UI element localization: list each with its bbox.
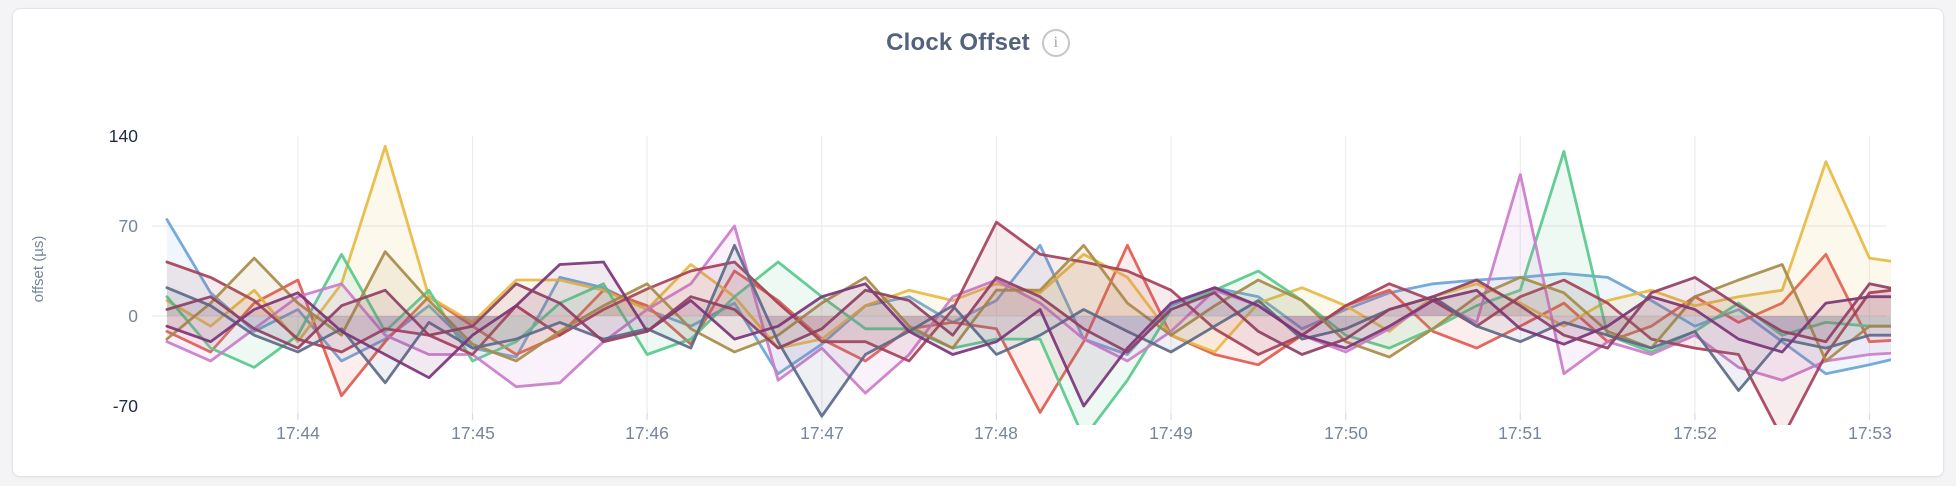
series-gold-area	[166, 146, 1891, 352]
series-plum-line[interactable]	[165, 260, 1913, 408]
series-plum-area	[166, 262, 1891, 406]
info-icon[interactable]: i	[1041, 29, 1070, 57]
clock-offset-plot[interactable]	[152, 101, 1891, 425]
y-tick-label: 0	[128, 306, 138, 326]
x-tick-label: 17:49	[1149, 423, 1193, 443]
series-gold-line[interactable]	[165, 144, 1913, 354]
y-tick-label: 140	[108, 126, 138, 146]
y-tick-label: 70	[118, 216, 138, 236]
x-tick-label: 17:46	[625, 423, 669, 443]
info-icon-glyph: i	[1053, 34, 1059, 51]
x-tick-label: 17:48	[974, 423, 1018, 443]
series-maroon-area	[166, 222, 1891, 425]
chart-title: Clock Offset	[886, 29, 1030, 56]
y-tick-label: -70	[112, 396, 138, 416]
chart-card: Clock Offset i offset (µs) 140 70 0 -70 17:…	[12, 8, 1944, 477]
series-slate-area	[166, 245, 1891, 417]
chart-header: Clock Offset i	[13, 29, 1943, 57]
x-tick-label: 17:52	[1673, 423, 1717, 443]
series-orchid-line[interactable]	[165, 173, 1913, 395]
series-group	[165, 144, 1913, 425]
series-berry-line[interactable]	[165, 275, 1913, 356]
x-tick-label: 17:51	[1498, 423, 1542, 443]
series-blue-line[interactable]	[165, 218, 1913, 376]
series-slate-line[interactable]	[165, 243, 1913, 418]
x-tick-label: 17:47	[800, 423, 844, 443]
series-olive-area	[166, 245, 1891, 361]
x-tick-label: 17:50	[1324, 423, 1368, 443]
x-tick-label: 17:45	[451, 423, 495, 443]
x-tick-label: 17:44	[276, 423, 320, 443]
series-coral-area	[166, 245, 1891, 413]
x-tick-label: 17:53	[1848, 423, 1892, 443]
